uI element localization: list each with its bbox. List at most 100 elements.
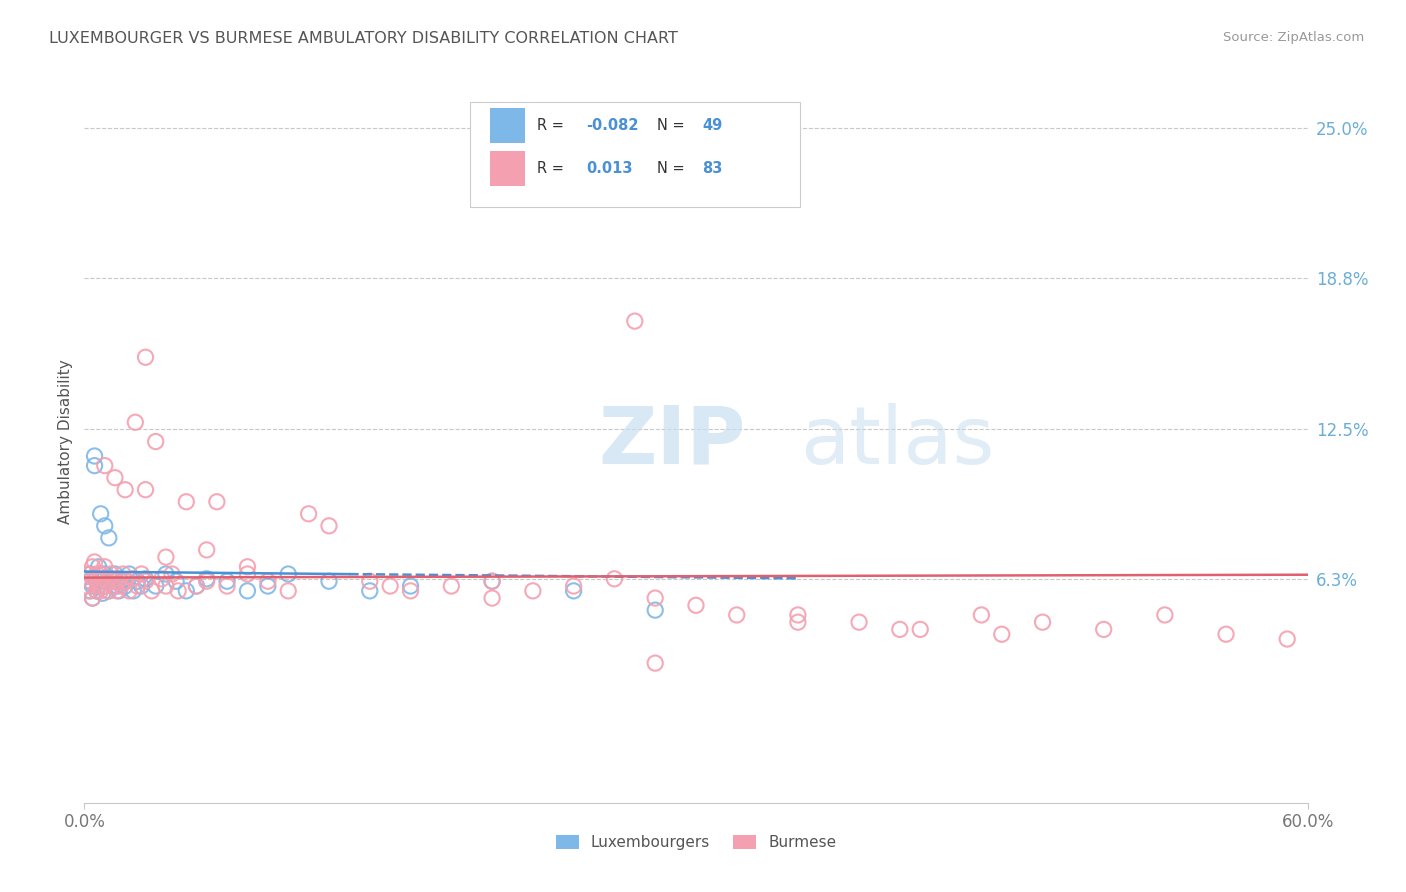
Point <box>562 583 585 598</box>
Point <box>562 579 585 593</box>
Point <box>135 574 157 589</box>
Point <box>101 579 124 593</box>
Point <box>522 583 544 598</box>
Point <box>77 574 100 589</box>
Y-axis label: Ambulatory Disability: Ambulatory Disability <box>58 359 73 524</box>
Point <box>160 567 183 582</box>
Point <box>195 572 218 586</box>
Point <box>167 583 190 598</box>
Point <box>787 615 810 630</box>
Point <box>135 350 157 364</box>
Point <box>93 579 115 593</box>
Point <box>481 574 503 589</box>
Point <box>82 591 104 606</box>
Point <box>135 483 157 497</box>
Point <box>90 507 112 521</box>
Point <box>150 572 173 586</box>
Point <box>86 583 108 598</box>
Text: 83: 83 <box>702 161 723 176</box>
Point <box>991 627 1014 641</box>
Text: 0.013: 0.013 <box>586 161 633 176</box>
Text: LUXEMBOURGER VS BURMESE AMBULATORY DISABILITY CORRELATION CHART: LUXEMBOURGER VS BURMESE AMBULATORY DISAB… <box>49 31 678 46</box>
Point <box>165 574 187 589</box>
Point <box>83 458 105 473</box>
Point <box>86 567 108 582</box>
Text: ZIP: ZIP <box>598 402 745 481</box>
Point <box>399 579 422 593</box>
Bar <box>491 151 524 186</box>
Point <box>82 559 104 574</box>
Text: Source: ZipAtlas.com: Source: ZipAtlas.com <box>1223 31 1364 45</box>
Bar <box>491 108 524 143</box>
Point <box>97 583 120 598</box>
Point <box>131 567 153 582</box>
Point <box>87 574 110 589</box>
Point <box>114 579 136 593</box>
Point <box>277 583 299 598</box>
Point <box>236 559 259 574</box>
Point <box>145 434 167 449</box>
Point <box>127 574 149 589</box>
Point <box>141 583 163 598</box>
Point <box>90 567 112 582</box>
Point <box>83 449 105 463</box>
Point <box>97 531 120 545</box>
Text: N =: N = <box>657 118 689 133</box>
Point <box>970 607 993 622</box>
Point <box>644 656 666 670</box>
Point <box>685 599 707 613</box>
Point <box>257 574 280 589</box>
Point <box>186 579 208 593</box>
Point <box>91 586 114 600</box>
Point <box>174 494 197 508</box>
Point <box>195 574 218 589</box>
Point <box>1092 623 1115 637</box>
Legend: Luxembourgers, Burmese: Luxembourgers, Burmese <box>550 830 842 856</box>
Point <box>787 607 810 622</box>
Point <box>93 579 115 593</box>
Point <box>83 555 105 569</box>
Point <box>399 583 422 598</box>
Point <box>124 415 146 429</box>
Point <box>104 574 127 589</box>
Point <box>87 579 110 593</box>
Point <box>440 579 463 593</box>
Point <box>104 471 127 485</box>
Point <box>79 583 101 598</box>
Point <box>380 579 402 593</box>
Point <box>122 572 145 586</box>
Point <box>77 583 100 598</box>
Point <box>90 583 112 598</box>
Point <box>257 579 280 593</box>
Point <box>644 603 666 617</box>
Point <box>77 567 100 582</box>
FancyBboxPatch shape <box>470 102 800 207</box>
Point <box>110 574 132 589</box>
Point <box>91 572 114 586</box>
Point <box>87 559 110 574</box>
Point <box>105 583 128 598</box>
Point <box>725 607 748 622</box>
Point <box>96 574 118 589</box>
Point <box>127 579 149 593</box>
Text: 49: 49 <box>702 118 723 133</box>
Point <box>100 572 122 586</box>
Point <box>96 574 118 589</box>
Point <box>236 583 259 598</box>
Point <box>195 542 218 557</box>
Point <box>101 579 124 593</box>
Point <box>359 574 381 589</box>
Point <box>90 574 112 589</box>
Point <box>217 574 239 589</box>
Point <box>75 579 97 593</box>
Point <box>100 567 122 582</box>
Point <box>118 567 141 582</box>
Point <box>186 579 208 593</box>
Point <box>603 572 626 586</box>
Point <box>93 518 115 533</box>
Point <box>155 567 177 582</box>
Point <box>79 574 101 589</box>
Point <box>122 583 145 598</box>
Point <box>481 574 503 589</box>
Point <box>217 579 239 593</box>
